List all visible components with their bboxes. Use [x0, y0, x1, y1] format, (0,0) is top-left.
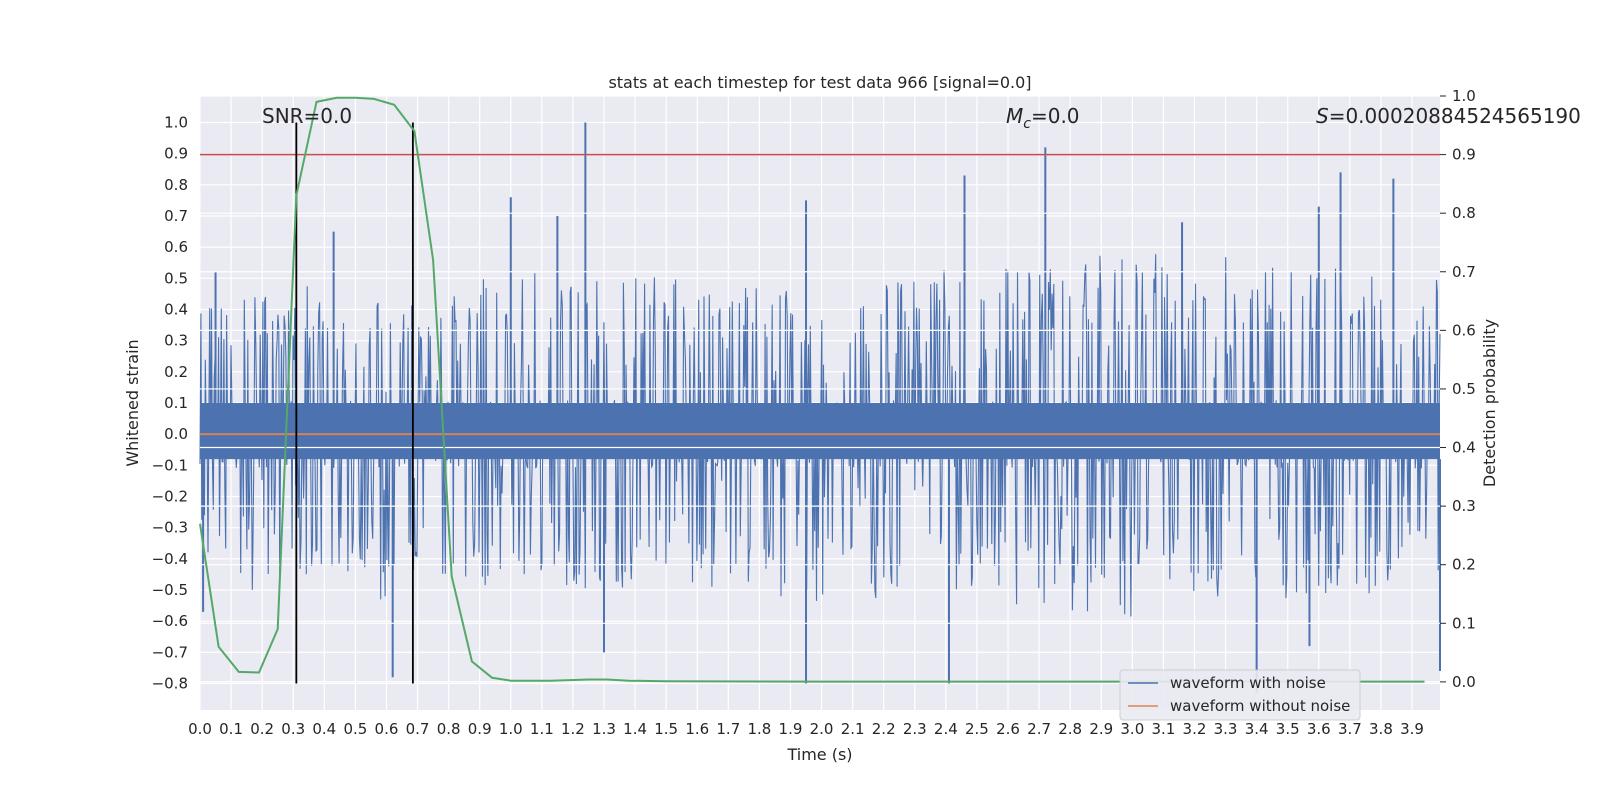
x-tick-label: 2.9	[1089, 720, 1113, 738]
series-waveform-with-noise	[199, 122, 1441, 693]
x-tick-label: 1.9	[779, 720, 803, 738]
x-tick-label: 0.5	[343, 720, 367, 738]
y-tick-label: 1.0	[164, 113, 188, 131]
y2-tick-label: 0.0	[1452, 673, 1476, 691]
x-tick-label: 3.0	[1120, 720, 1144, 738]
x-tick-label: 2.6	[996, 720, 1020, 738]
x-tick-label: 1.3	[592, 720, 616, 738]
x-tick-label: 1.4	[623, 720, 647, 738]
y2-tick-label: 1.0	[1452, 87, 1476, 105]
x-tick-label: 0.0	[188, 720, 212, 738]
x-tick-label: 0.9	[468, 720, 492, 738]
x-tick-label: 0.7	[406, 720, 430, 738]
x-tick-label: 3.8	[1369, 720, 1393, 738]
x-tick-label: 0.2	[250, 720, 274, 738]
y2-tick-label: 0.7	[1452, 263, 1476, 281]
y-tick-label: 0.4	[164, 300, 188, 318]
y-tick-label: 0.9	[164, 145, 188, 163]
y-tick-label: −0.3	[152, 519, 188, 537]
y-tick-label: 0.6	[164, 238, 188, 256]
x-tick-label: 1.5	[654, 720, 678, 738]
x-tick-label: 2.3	[903, 720, 927, 738]
y-tick-label: −0.8	[152, 675, 188, 693]
x-tick-label: 2.7	[1027, 720, 1051, 738]
x-tick-label: 0.3	[281, 720, 305, 738]
y2-tick-label: 0.6	[1452, 321, 1476, 339]
y-tick-label: 0.3	[164, 332, 188, 350]
y-tick-label: −0.6	[152, 612, 188, 630]
y2-tick-label: 0.9	[1452, 146, 1476, 164]
x-tick-label: 3.9	[1400, 720, 1424, 738]
x-tick-label: 3.2	[1183, 720, 1207, 738]
legend-box	[1119, 669, 1361, 721]
x-tick-label: 3.6	[1307, 720, 1331, 738]
y-tick-label: 0.0	[164, 425, 188, 443]
y2-tick-label: 0.4	[1452, 439, 1476, 457]
y2-axis-ticks: 1.0 0.9 0.8 0.7 0.6 0.5 0.4 0.3 0.2 0.1 0.0	[1440, 87, 1476, 691]
y2-tick-label: 0.8	[1452, 204, 1476, 222]
x-tick-label: 1.8	[747, 720, 771, 738]
snr-annotation: SNR=0.0	[262, 104, 352, 128]
y-tick-label: −0.2	[152, 488, 188, 506]
x-tick-label: 3.3	[1214, 720, 1238, 738]
y-axis-label: Whitened strain	[123, 339, 142, 466]
x-tick-label: 1.7	[716, 720, 740, 738]
mc-annotation: Mc=0.0	[1006, 104, 1080, 132]
mc-value: =0.0	[1031, 104, 1080, 128]
y2-tick-label: 0.3	[1452, 497, 1476, 515]
x-tick-label: 3.4	[1245, 720, 1269, 738]
x-tick-label: 1.1	[530, 720, 554, 738]
y-tick-label: 0.1	[164, 394, 188, 412]
y2-tick-label: 0.2	[1452, 556, 1476, 574]
x-tick-label: 2.5	[965, 720, 989, 738]
x-tick-label: 1.0	[499, 720, 523, 738]
s-symbol: S	[1316, 104, 1329, 128]
chart-title: stats at each timestep for test data 966…	[608, 73, 1031, 92]
legend-label-noise: waveform with noise	[1170, 674, 1326, 692]
x-tick-label: 2.8	[1058, 720, 1082, 738]
x-tick-label: 2.0	[810, 720, 834, 738]
x-axis-label: Time (s)	[786, 745, 852, 764]
y-tick-label: −0.1	[152, 456, 188, 474]
x-tick-label: 2.4	[934, 720, 958, 738]
y-tick-label: 0.2	[164, 363, 188, 381]
y2-axis-label: Detection probability	[1480, 319, 1499, 487]
x-tick-label: 0.6	[375, 720, 399, 738]
series-detection-probability	[199, 96, 1425, 683]
x-tick-label: 0.8	[437, 720, 461, 738]
s-value: =0.00020884524565190	[1329, 104, 1581, 128]
mc-symbol: M	[1006, 104, 1023, 128]
x-tick-label: 3.5	[1276, 720, 1300, 738]
x-tick-label: 1.6	[685, 720, 709, 738]
noise-core-band	[200, 403, 1440, 460]
y-tick-label: −0.7	[152, 643, 188, 661]
y-tick-label: 0.5	[164, 269, 188, 287]
y-tick-label: −0.5	[152, 581, 188, 599]
y2-tick-label: 0.1	[1452, 614, 1476, 632]
x-tick-label: 1.2	[561, 720, 585, 738]
x-tick-label: 2.1	[841, 720, 865, 738]
y-axis-ticks: 1.0 0.9 0.8 0.7 0.6 0.5 0.4 0.3 0.2 0.1 0.0 −0.1 −0.…	[152, 113, 188, 692]
s-annotation: S=0.00020884524565190	[1316, 104, 1581, 128]
x-axis-ticks: 0.0 0.1 0.2 0.3 0.4 0.5 0.6 0.7 0.8 0.9 1.0 1.1 1.2 1…	[188, 720, 1424, 738]
x-tick-label: 2.2	[872, 720, 896, 738]
legend-label-clean: waveform without noise	[1170, 697, 1350, 715]
overlays	[199, 95, 1440, 684]
x-tick-label: 0.1	[219, 720, 243, 738]
x-tick-label: 3.1	[1151, 720, 1175, 738]
x-tick-label: 3.7	[1338, 720, 1362, 738]
y-tick-label: 0.8	[164, 176, 188, 194]
mc-subscript: c	[1023, 116, 1031, 132]
y-tick-label: −0.4	[152, 550, 188, 568]
y-tick-label: 0.7	[164, 207, 188, 225]
y2-tick-label: 0.5	[1452, 380, 1476, 398]
x-tick-label: 0.4	[312, 720, 336, 738]
legend: waveform with noise waveform without noi…	[1119, 669, 1361, 721]
